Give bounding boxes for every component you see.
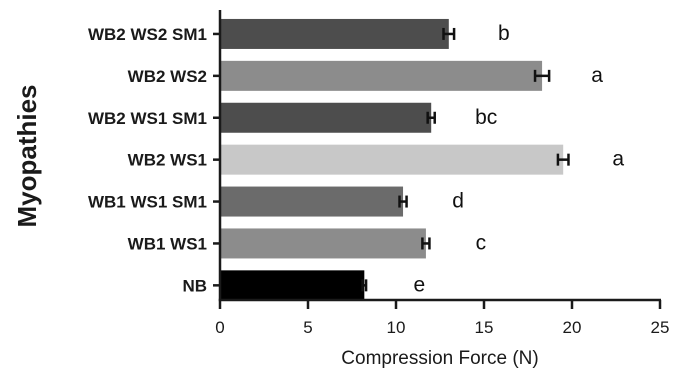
bar <box>221 18 449 49</box>
x-tick-label: 5 <box>303 318 312 337</box>
significance-letter: d <box>452 190 464 213</box>
bar <box>221 186 404 217</box>
category-label: WB1 WS1 SM1 <box>88 193 207 212</box>
x-tick-label: 25 <box>651 318 670 337</box>
significance-letter: a <box>591 64 603 87</box>
category-label: WB1 WS1 <box>128 234 207 253</box>
y-axis-title: Myopathies <box>12 84 42 227</box>
significance-letter: a <box>612 148 624 171</box>
x-axis-title: Compression Force (N) <box>341 348 538 369</box>
x-tick-label: 0 <box>215 318 224 337</box>
x-tick-label: 20 <box>563 318 582 337</box>
category-label: NB <box>182 276 207 295</box>
significance-letter: e <box>413 273 425 296</box>
significance-letter: b <box>498 22 510 45</box>
category-label: WB2 WS2 SM1 <box>88 25 207 44</box>
x-tick-label: 15 <box>475 318 494 337</box>
significance-letter: bc <box>475 106 497 129</box>
bar <box>221 102 432 133</box>
category-label: WB2 WS2 <box>128 67 207 86</box>
category-label: WB2 WS1 SM1 <box>88 109 207 128</box>
bar <box>221 270 365 301</box>
category-label: WB2 WS1 <box>128 151 207 170</box>
significance-letter: c <box>476 231 487 254</box>
x-tick-label: 10 <box>387 318 406 337</box>
bar <box>221 144 564 175</box>
bar <box>221 228 426 259</box>
bar <box>221 60 543 91</box>
